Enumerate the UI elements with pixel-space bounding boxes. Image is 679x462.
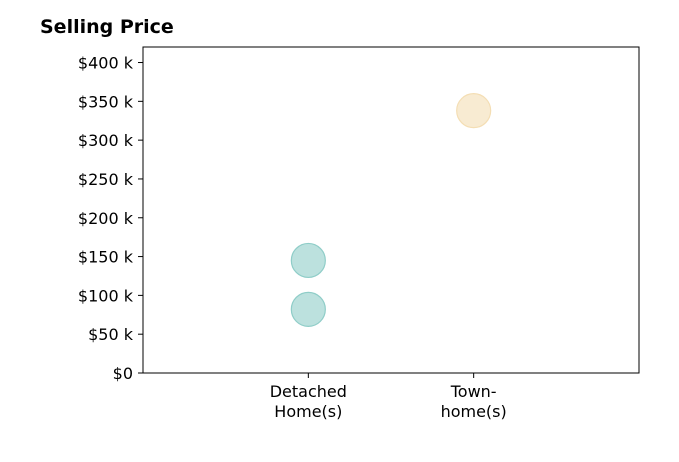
data-point — [290, 242, 326, 279]
y-tick-label: $150 k — [78, 248, 134, 267]
data-point — [456, 93, 492, 129]
y-tick-label: $300 k — [78, 131, 134, 150]
x-tick-label-line: home(s) — [441, 402, 507, 421]
y-tick-label: $200 k — [78, 209, 134, 228]
chart-title: Selling Price — [40, 16, 174, 38]
y-tick-label: $100 k — [78, 286, 134, 305]
x-tick-label-line: Detached — [270, 382, 347, 401]
x-axis: Detached Home(s) Town-home(s) — [270, 373, 507, 421]
y-tick-label: $250 k — [78, 170, 134, 189]
x-tick-label-line: Town- — [450, 382, 497, 401]
data-point — [290, 291, 326, 327]
y-tick-label: $50 k — [88, 325, 134, 344]
y-axis: $0 $50 k $100 k $150 k $200 k $250 k $300 k $35… — [78, 54, 143, 383]
y-tick-label: $400 k — [78, 54, 134, 73]
x-tick-label: Detached Home(s) — [270, 382, 347, 421]
scatter-points — [290, 93, 492, 327]
plot-frame — [142, 46, 640, 374]
x-tick-label-line: Home(s) — [274, 402, 342, 421]
y-tick-label: $0 — [113, 364, 133, 383]
x-tick-label: Town-home(s) — [441, 382, 507, 421]
y-tick-label: $350 k — [78, 92, 134, 111]
